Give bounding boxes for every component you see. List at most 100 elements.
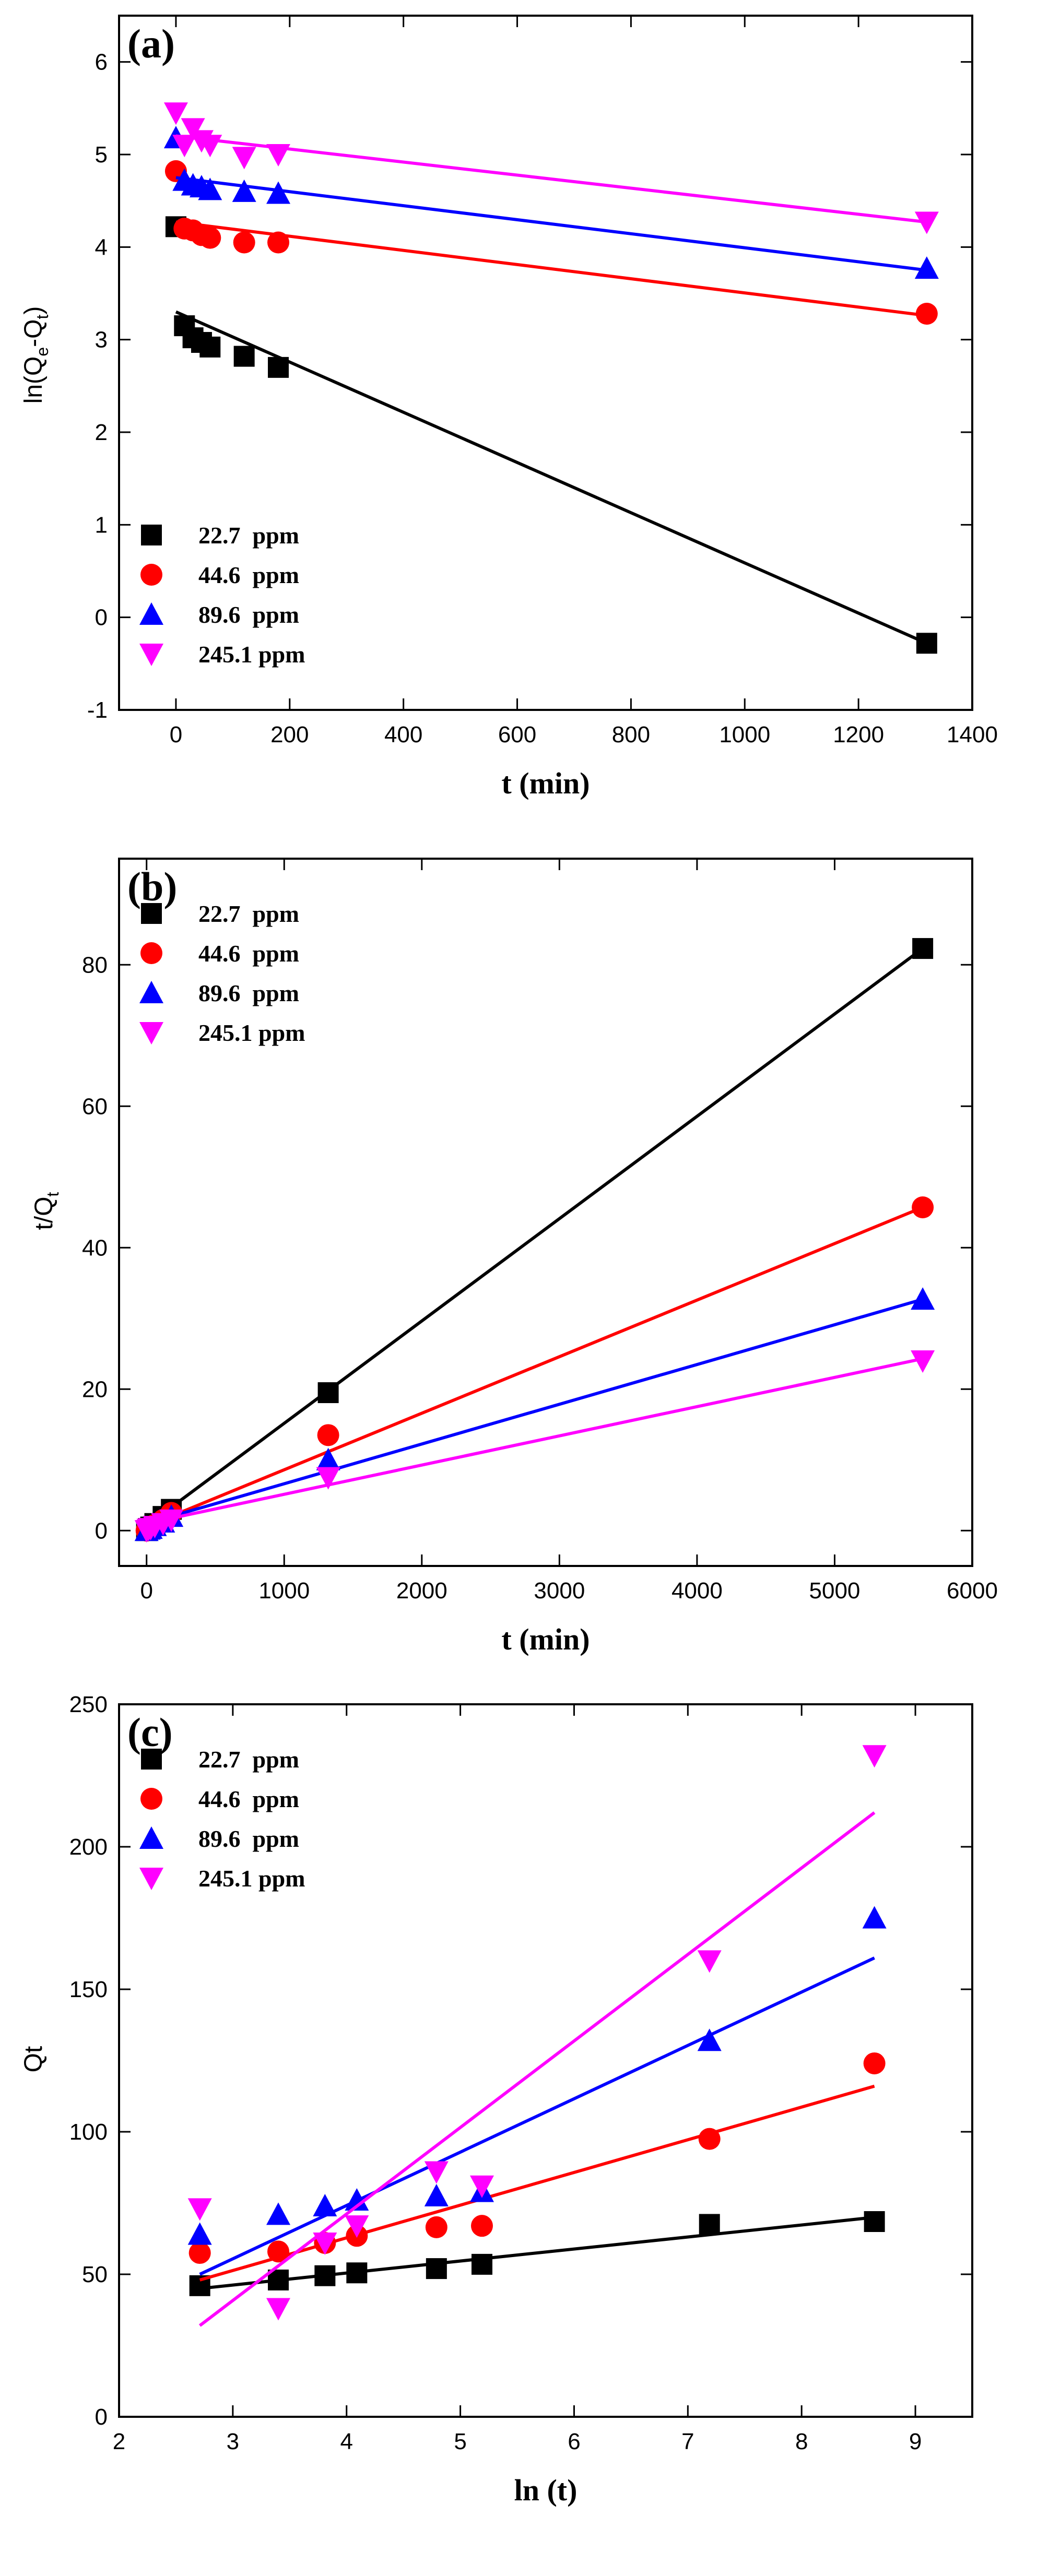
y-tick-label: 6	[95, 50, 108, 75]
fit-line	[146, 1206, 924, 1528]
data-point	[862, 1745, 887, 1768]
x-tick-label: 4	[340, 2429, 352, 2454]
x-tick-label: 1000	[258, 1578, 310, 1604]
data-point	[916, 633, 937, 654]
legend-label: 89.6 ppm	[198, 601, 299, 628]
data-point	[266, 2298, 291, 2321]
legend-marker	[140, 942, 162, 964]
plot-area	[163, 102, 939, 654]
y-tick-label: 0	[95, 1518, 108, 1544]
x-tick-label: 1000	[719, 722, 770, 747]
data-point	[313, 2232, 337, 2255]
x-tick-label: 2000	[396, 1578, 447, 1604]
data-point	[314, 2265, 336, 2286]
y-tick-label: -1	[87, 697, 108, 723]
chart-panel-3: 2 3 4 5 6 7 8 9 0 50 100 150 200 250 (c) ln (t) Qt 22.7 p…	[20, 1692, 973, 2507]
fit-line	[175, 310, 928, 645]
y-axis-title-mid: -Q	[20, 319, 48, 347]
legend-label: 22.7 ppm	[198, 900, 299, 927]
data-point	[187, 2198, 212, 2221]
fit-line	[145, 947, 924, 1527]
y-tick-label: 60	[82, 1094, 108, 1119]
fit-line	[175, 134, 927, 224]
y-tick-label: 2	[95, 420, 108, 445]
data-point	[267, 231, 290, 254]
data-point	[316, 1467, 340, 1490]
series-4	[163, 102, 939, 234]
data-point	[316, 1447, 340, 1470]
fit-line	[175, 176, 927, 272]
data-point	[159, 1509, 184, 1532]
y-axis-title: t/Qt	[30, 1192, 62, 1230]
data-point	[268, 357, 289, 378]
data-point	[187, 2222, 212, 2245]
x-axis-title: t (min)	[501, 766, 590, 800]
x-tick-label: 0	[170, 722, 182, 747]
legend-marker	[140, 1788, 162, 1810]
y-tick-label: 250	[69, 1692, 108, 1717]
data-point	[469, 2175, 494, 2198]
data-point	[424, 2183, 449, 2206]
data-point	[163, 102, 188, 125]
data-point	[697, 2028, 722, 2051]
y-tick-label: 4	[95, 234, 108, 260]
y-tick-label: 0	[95, 2404, 108, 2430]
x-axis-title: t (min)	[501, 1622, 590, 1656]
y-tick-label: 50	[82, 2262, 108, 2287]
x-tick-label: 200	[270, 722, 309, 747]
data-point	[471, 2253, 492, 2275]
panel-label: (a)	[127, 21, 175, 66]
series-2	[164, 160, 938, 325]
data-point	[863, 2052, 886, 2074]
x-tick-label: 6	[568, 2429, 580, 2454]
data-point	[188, 2242, 211, 2264]
panel-label: (b)	[127, 864, 177, 909]
x-tick-label: 2	[113, 2429, 125, 2454]
legend-marker	[139, 644, 163, 666]
series-2	[135, 1196, 934, 1542]
y-axis-title-sub1: t	[43, 1192, 62, 1196]
x-tick-label: 7	[681, 2429, 694, 2454]
data-point	[345, 2215, 369, 2238]
data-point	[198, 135, 222, 158]
plot-frame	[118, 1703, 973, 2418]
legend-label: 44.6 ppm	[198, 940, 299, 967]
x-tick-label: 9	[909, 2429, 922, 2454]
data-point	[313, 2193, 337, 2216]
y-axis-title: ln(Qe-Qt)	[20, 306, 52, 404]
legend: 22.7 ppm 44.6 ppm 89.6 ppm 245.1 ppm	[139, 900, 305, 1046]
fit-line	[199, 2084, 875, 2282]
data-point	[862, 1906, 887, 1929]
y-axis-title-main: ln(Q	[20, 357, 48, 404]
data-point	[172, 135, 197, 158]
series-2	[188, 2052, 886, 2282]
y-axis-title-main: Qt	[20, 2046, 48, 2073]
y-tick-label: 0	[95, 605, 108, 631]
plot-frame	[118, 858, 973, 1567]
plot-area	[187, 1745, 887, 2327]
data-point	[199, 336, 221, 358]
data-point	[317, 1382, 339, 1404]
legend-label: 22.7 ppm	[198, 522, 299, 549]
series-3	[187, 1906, 887, 2276]
legend: 22.7 ppm 44.6 ppm 89.6 ppm 245.1 ppm	[139, 1746, 305, 1892]
legend-marker	[141, 1749, 162, 1770]
data-point	[233, 231, 255, 254]
x-axis-title: ln (t)	[514, 2473, 578, 2507]
panel-label: (c)	[127, 1710, 173, 1755]
y-axis-title-sub1: e	[33, 347, 52, 357]
data-point	[346, 2262, 368, 2284]
x-tick-label: 6000	[947, 1578, 998, 1604]
data-point	[233, 346, 255, 367]
legend-label: 44.6 ppm	[198, 562, 299, 588]
data-point	[915, 303, 938, 325]
x-tick-label: 0	[140, 1578, 152, 1604]
data-point	[266, 2202, 291, 2225]
data-point	[914, 256, 939, 279]
y-tick-label: 40	[82, 1235, 108, 1261]
legend-label: 89.6 ppm	[198, 1825, 299, 1852]
data-point	[912, 1196, 934, 1219]
data-point	[470, 2215, 493, 2237]
data-point	[699, 2214, 720, 2235]
